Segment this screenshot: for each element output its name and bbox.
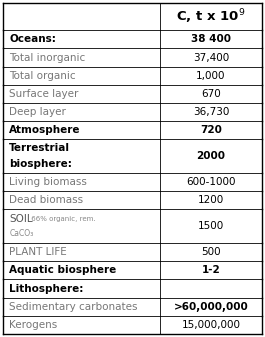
Text: >60,000,000: >60,000,000 <box>174 302 248 312</box>
Text: 38 400: 38 400 <box>191 34 231 44</box>
Text: 1500: 1500 <box>198 221 224 231</box>
Text: SOIL: SOIL <box>9 214 33 224</box>
Text: 670: 670 <box>201 89 221 99</box>
Text: 1200: 1200 <box>198 195 224 205</box>
Text: CaCO₃: CaCO₃ <box>9 229 33 238</box>
Text: 1-2: 1-2 <box>202 266 220 275</box>
Text: C, t x 10$^9$: C, t x 10$^9$ <box>176 8 246 26</box>
Text: Sedimentary carbonates: Sedimentary carbonates <box>9 302 138 312</box>
Text: 66% organic, rem.: 66% organic, rem. <box>29 216 96 222</box>
Text: Aquatic biosphere: Aquatic biosphere <box>9 266 116 275</box>
Text: 15,000,000: 15,000,000 <box>182 319 241 330</box>
Text: 37,400: 37,400 <box>193 53 229 62</box>
Text: 2000: 2000 <box>197 151 226 161</box>
Text: Oceans:: Oceans: <box>9 34 56 44</box>
Text: Terrestrial: Terrestrial <box>9 143 70 153</box>
Text: Lithosphere:: Lithosphere: <box>9 283 83 294</box>
Text: Kerogens: Kerogens <box>9 319 58 330</box>
Text: 600-1000: 600-1000 <box>186 177 236 187</box>
Text: Surface layer: Surface layer <box>9 89 78 99</box>
Text: Living biomass: Living biomass <box>9 177 87 187</box>
Text: 720: 720 <box>200 125 222 135</box>
Text: 1,000: 1,000 <box>196 70 226 81</box>
Text: Total organic: Total organic <box>9 70 76 81</box>
Text: 500: 500 <box>201 247 221 257</box>
Text: Dead biomass: Dead biomass <box>9 195 83 205</box>
Text: 36,730: 36,730 <box>193 106 229 117</box>
Text: biosphere:: biosphere: <box>9 159 72 169</box>
Text: Deep layer: Deep layer <box>9 106 66 117</box>
Text: Atmosphere: Atmosphere <box>9 125 81 135</box>
Text: Total inorganic: Total inorganic <box>9 53 85 62</box>
Text: PLANT LIFE: PLANT LIFE <box>9 247 67 257</box>
